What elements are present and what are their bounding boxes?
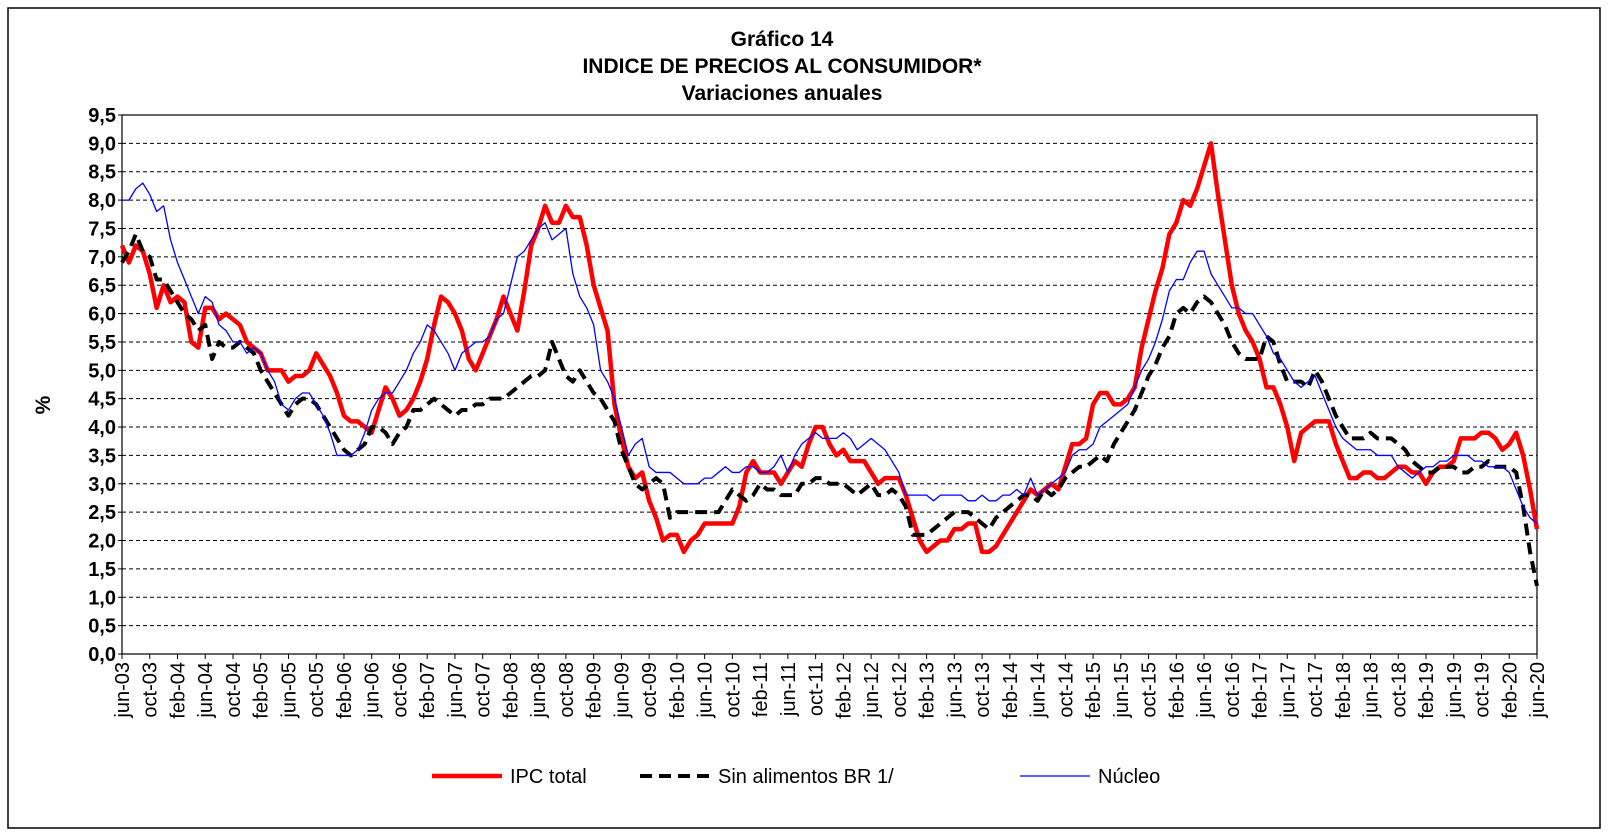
y-axis-label: % (32, 395, 55, 414)
x-tick-label: oct-16 (1222, 662, 1244, 718)
x-tick-label: feb-17 (1250, 662, 1272, 719)
x-tick-label: feb-16 (1166, 662, 1188, 719)
chart-frame (7, 7, 1601, 829)
x-tick-label: oct-10 (722, 662, 744, 718)
x-tick-label: feb-05 (251, 662, 273, 719)
x-tick-label: oct-06 (389, 662, 411, 718)
x-tick-label: oct-17 (1305, 662, 1327, 718)
x-tick-label: jun-14 (1028, 662, 1050, 719)
x-tick-label: jun-19 (1444, 662, 1466, 719)
x-tick-label: feb-18 (1333, 662, 1355, 719)
x-tick-label: jun-09 (611, 662, 633, 719)
y-tick-label: 9,0 (88, 133, 116, 155)
x-tick-label: feb-04 (167, 662, 189, 719)
x-tick-label: jun-13 (944, 662, 966, 719)
x-tick-label: feb-14 (1000, 662, 1022, 719)
x-tick-label: oct-04 (223, 662, 245, 718)
y-tick-label: 5,0 (88, 360, 116, 382)
x-tick-label: jun-18 (1361, 662, 1383, 719)
y-tick-label: 9,5 (88, 105, 116, 127)
x-tick-label: feb-11 (750, 662, 772, 717)
legend-label: Sin alimentos BR 1/ (718, 766, 894, 788)
x-tick-label: jun-03 (112, 662, 134, 719)
x-tick-label: feb-06 (334, 662, 356, 719)
x-tick-label: jun-15 (1111, 662, 1133, 719)
x-tick-label: oct-09 (639, 662, 661, 718)
x-tick-label: feb-09 (584, 662, 606, 719)
x-tick-label: feb-08 (500, 662, 522, 719)
x-tick-label: jun-16 (1194, 662, 1216, 719)
x-tick-label: jun-08 (528, 662, 550, 719)
x-tick-label: oct-12 (889, 662, 911, 718)
chart-title: Gráfico 14 (731, 28, 834, 51)
x-tick-label: oct-07 (473, 662, 495, 718)
x-tick-label: feb-10 (667, 662, 689, 719)
x-tick-label: jun-05 (278, 662, 300, 719)
x-tick-label: jun-06 (362, 662, 384, 719)
x-tick-label: oct-19 (1472, 662, 1494, 718)
x-tick-label: oct-18 (1388, 662, 1410, 718)
x-tick-label: oct-05 (306, 662, 328, 718)
chart-subtitle: INDICE DE PRECIOS AL CONSUMIDOR* (582, 55, 982, 78)
x-tick-label: oct-03 (140, 662, 162, 718)
y-tick-label: 7,0 (88, 247, 116, 269)
x-tick-label: oct-15 (1139, 662, 1161, 718)
y-tick-label: 0,0 (88, 644, 116, 666)
y-tick-label: 1,0 (88, 587, 116, 609)
x-tick-label: jun-07 (445, 662, 467, 719)
x-tick-label: oct-11 (806, 662, 828, 716)
series-line (119, 141, 1540, 555)
y-tick-label: 7,5 (88, 218, 116, 240)
x-tick-label: feb-19 (1416, 662, 1438, 719)
x-tick-label: feb-13 (917, 662, 939, 719)
y-tick-label: 5,5 (88, 332, 116, 354)
y-tick-label: 4,0 (88, 417, 116, 439)
y-tick-label: 0,5 (88, 616, 116, 638)
y-tick-label: 1,5 (88, 559, 116, 581)
legend-label: IPC total (510, 766, 587, 788)
x-tick-label: jun-10 (695, 662, 717, 719)
legend-label: Núcleo (1098, 766, 1160, 788)
x-tick-label: feb-12 (833, 662, 855, 719)
y-tick-label: 2,0 (88, 531, 116, 553)
x-tick-label: oct-13 (972, 662, 994, 718)
x-tick-label: feb-15 (1083, 662, 1105, 719)
x-tick-label: jun-20 (1527, 662, 1549, 719)
y-tick-label: 6,0 (88, 304, 116, 326)
x-tick-label: jun-11 (778, 662, 800, 717)
y-tick-label: 3,0 (88, 474, 116, 496)
plot-frame (121, 114, 1538, 655)
y-tick-label: 3,5 (88, 445, 116, 467)
y-tick-label: 4,5 (88, 389, 116, 411)
x-tick-label: feb-20 (1499, 662, 1521, 719)
series-line (122, 182, 1538, 525)
chart-subtitle: Variaciones anuales (682, 82, 883, 105)
y-tick-label: 8,0 (88, 190, 116, 212)
x-tick-label: jun-12 (861, 662, 883, 719)
y-tick-label: 6,5 (88, 275, 116, 297)
x-tick-label: jun-17 (1277, 662, 1299, 719)
x-tick-label: oct-08 (556, 662, 578, 718)
y-tick-label: 2,5 (88, 502, 116, 524)
y-tick-label: 8,5 (88, 162, 116, 184)
x-tick-label: jun-04 (195, 662, 217, 719)
x-tick-label: feb-07 (417, 662, 439, 719)
x-tick-label: oct-14 (1055, 662, 1077, 718)
